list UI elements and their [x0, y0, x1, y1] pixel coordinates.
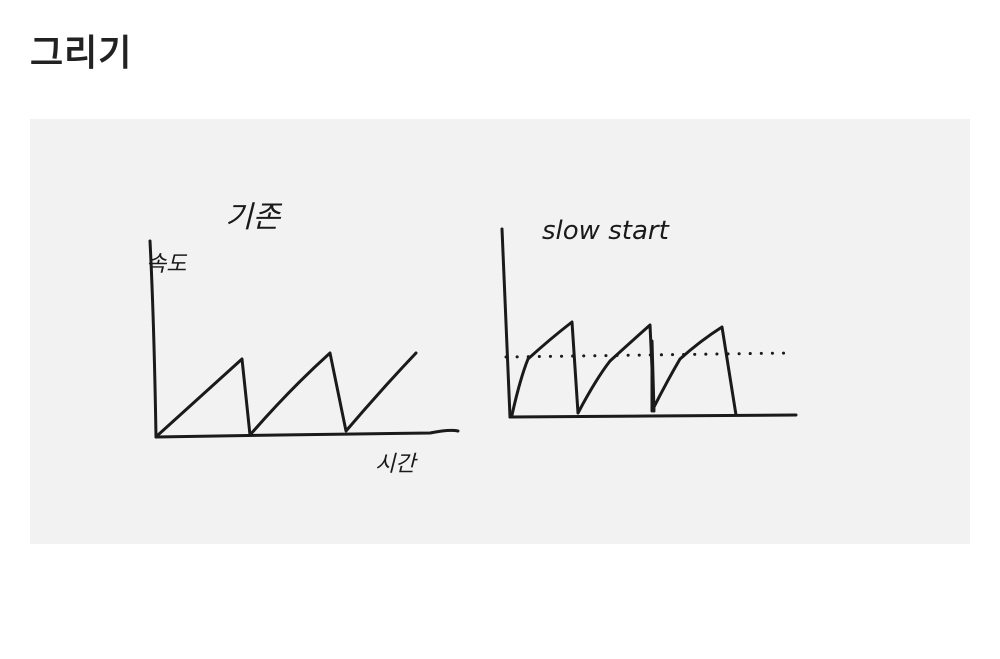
- left-y-axis-label: 속도: [146, 252, 188, 277]
- left-x-axis: [154, 428, 460, 439]
- left-caption: 기존: [225, 200, 283, 235]
- left-x-axis-label: 시간: [375, 452, 418, 477]
- left-sketch: 기존 속도 시간: [146, 200, 460, 477]
- drawing-canvas: 기존 속도 시간 slow start: [30, 119, 970, 544]
- left-sawtooth-line: [156, 351, 418, 437]
- right-sketch: slow start: [500, 216, 798, 419]
- right-sawtooth-line: [510, 320, 738, 417]
- left-y-axis: [148, 239, 158, 439]
- right-caption: slow start: [542, 216, 670, 246]
- page-title: 그리기: [30, 33, 133, 74]
- right-threshold-dotted-line: [504, 351, 792, 359]
- sketch-drawing: 기존 속도 시간 slow start: [146, 200, 798, 477]
- right-x-axis: [508, 413, 798, 419]
- right-y-axis: [500, 227, 512, 419]
